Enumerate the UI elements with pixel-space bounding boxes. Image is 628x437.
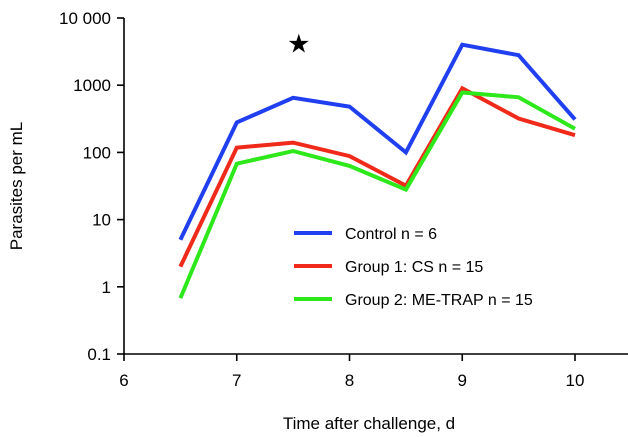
legend: Control n = 6 Group 1: CS n = 15 Group 2: … — [294, 226, 533, 309]
y-tick-label: 100 — [83, 143, 111, 162]
series-layer — [178, 42, 577, 299]
significance-star-icon: ★ — [287, 29, 310, 59]
y-tick-label: 10 — [92, 211, 111, 230]
x-tick-label: 9 — [458, 371, 467, 390]
series-line-1 — [178, 42, 577, 241]
y-tick-label: 10 000 — [59, 9, 111, 28]
series-line-2 — [178, 85, 576, 268]
y-axis-title: Parasites per mL — [7, 122, 26, 251]
x-tick-label: 10 — [566, 371, 585, 390]
legend-label-2: Group 1: CS n = 15 — [345, 259, 483, 276]
legend-label-3: Group 2: ME-TRAP n = 15 — [345, 292, 533, 309]
series-line-3 — [178, 90, 576, 299]
axes: 0.1 1 10 100 1000 10 000 6 7 8 9 10 — [59, 9, 628, 390]
x-tick-label: 8 — [345, 371, 354, 390]
legend-label-1: Control n = 6 — [345, 226, 437, 243]
y-tick-label: 0.1 — [87, 345, 111, 364]
x-axis-title: Time after challenge, d — [283, 414, 455, 433]
y-tick-label: 1 — [102, 278, 111, 297]
x-tick-label: 7 — [232, 371, 241, 390]
x-tick-label: 6 — [119, 371, 128, 390]
y-tick-label: 1000 — [73, 76, 111, 95]
annotation-layer: ★ — [287, 29, 310, 59]
